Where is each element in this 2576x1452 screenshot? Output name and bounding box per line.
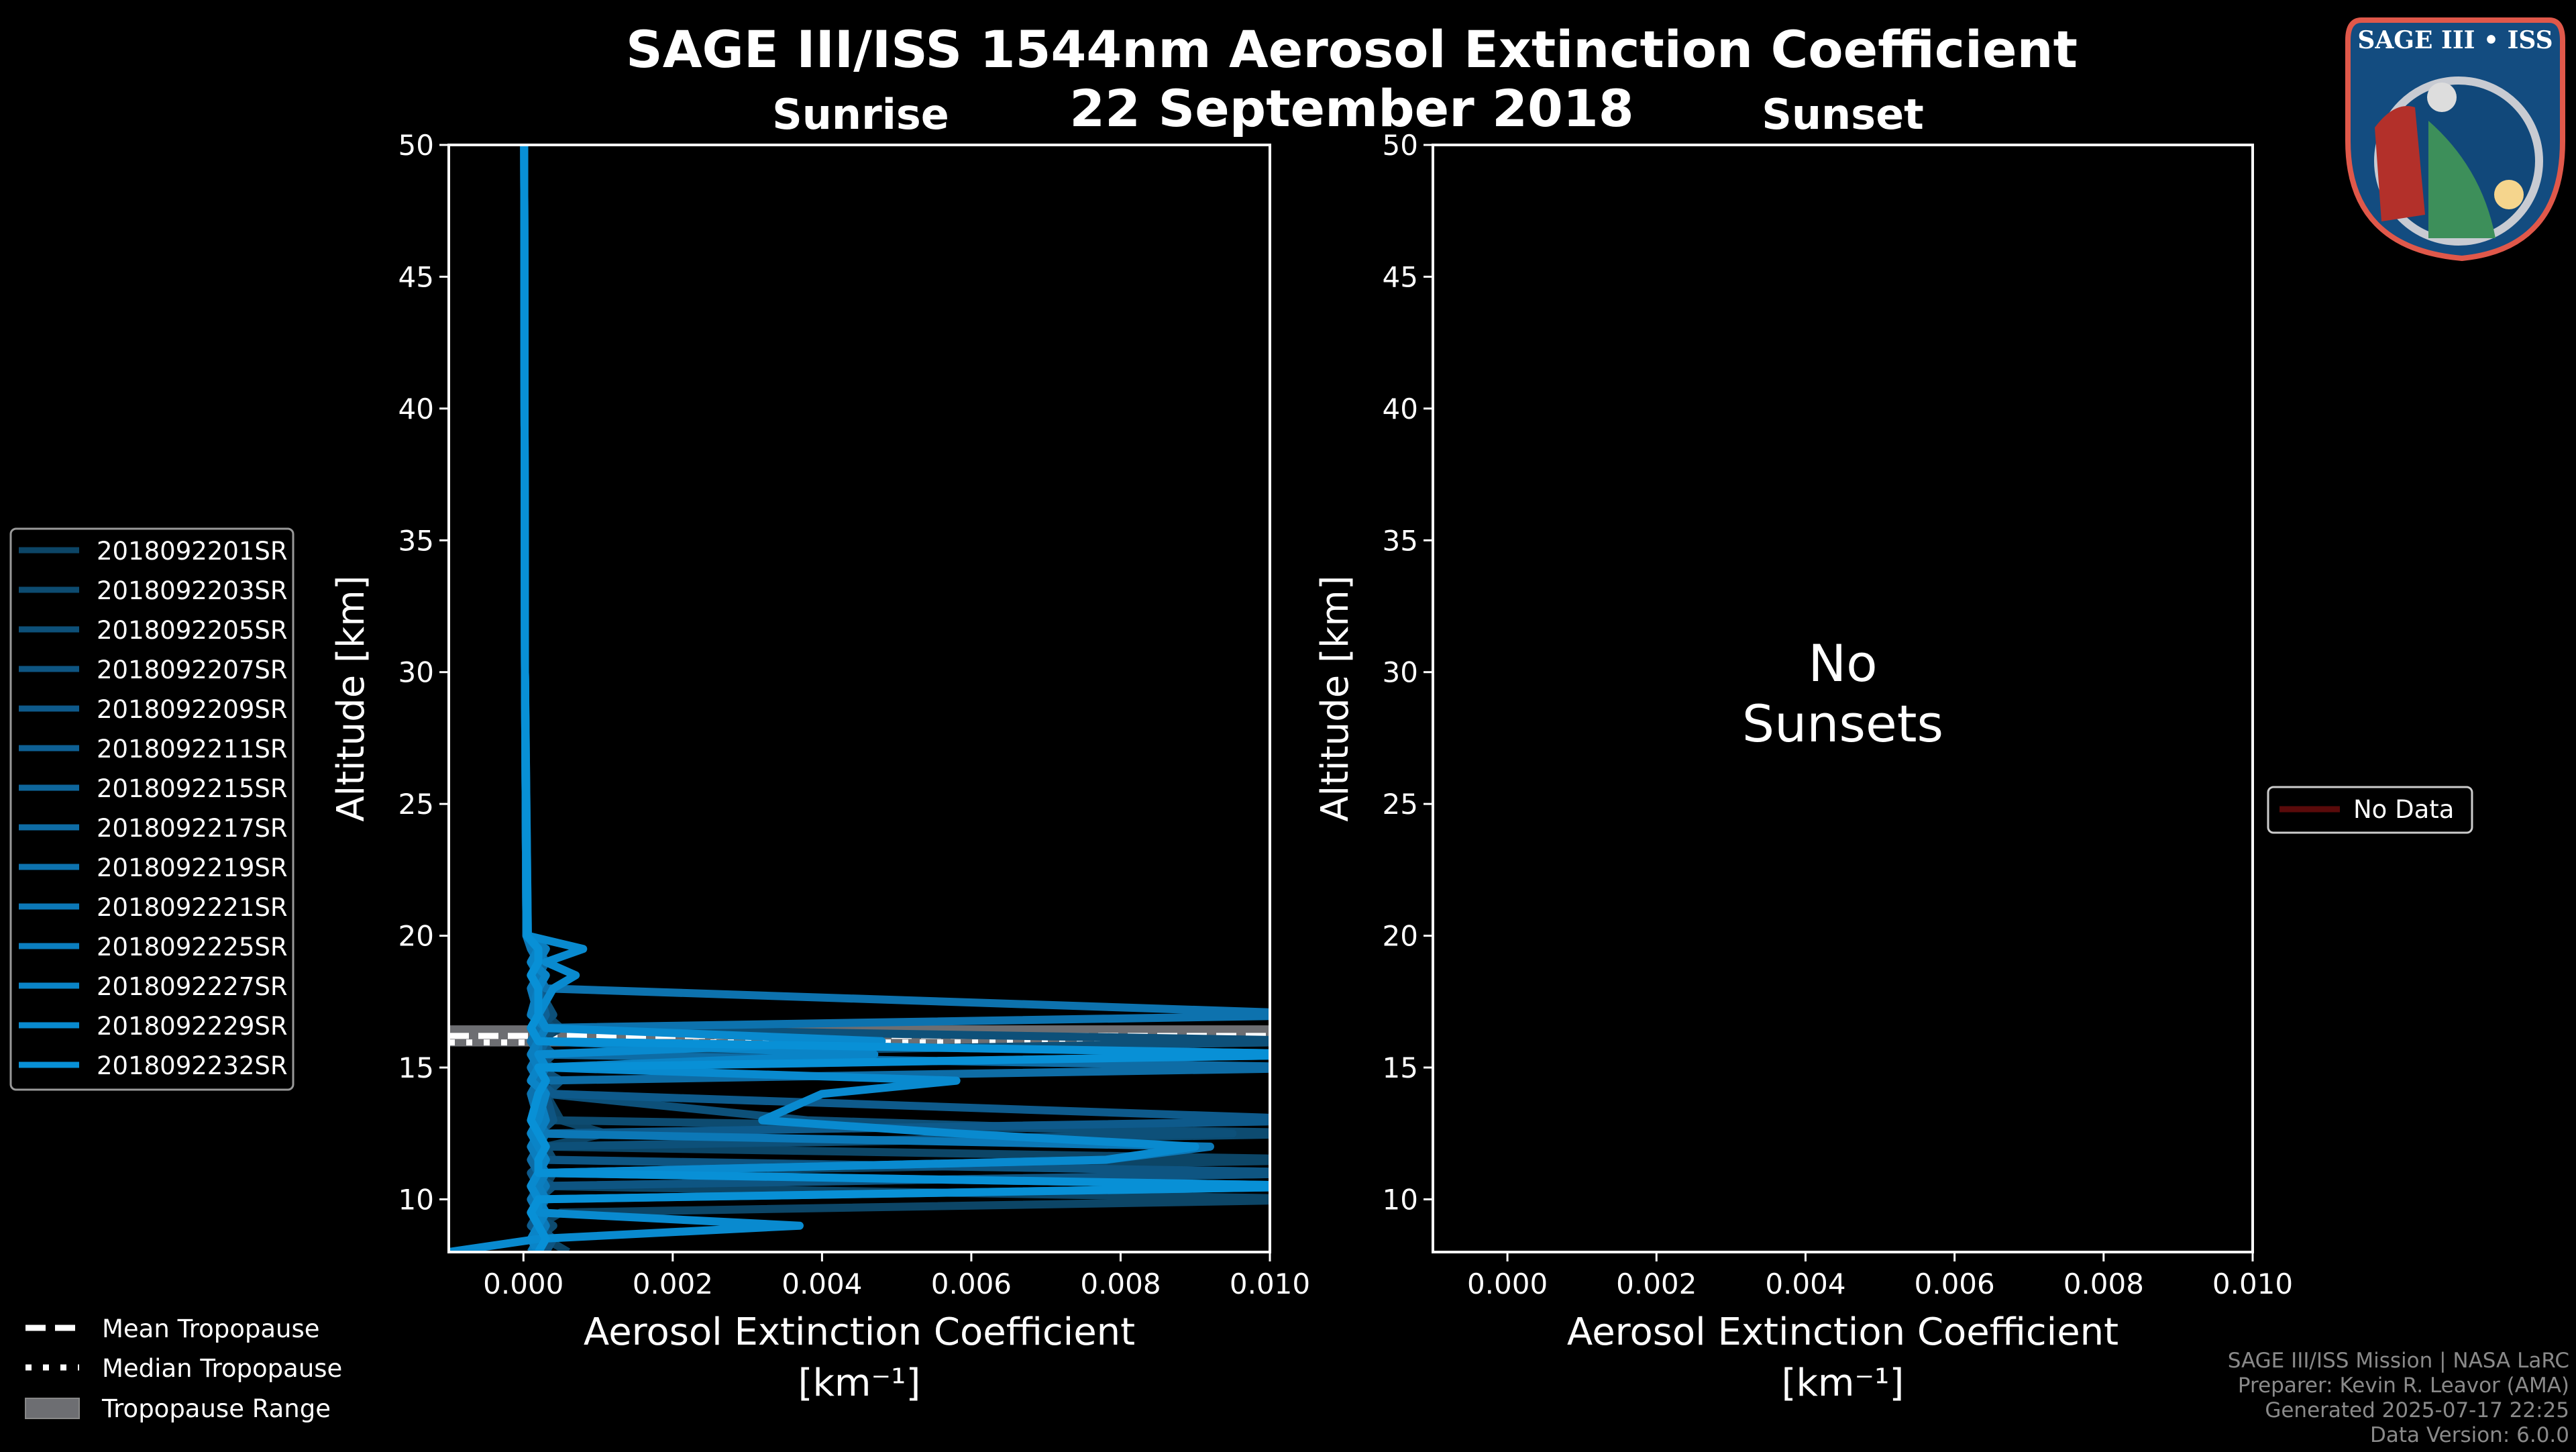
legend-label: 2018092203SR <box>97 576 288 605</box>
no-sunsets-message-line2: Sunsets <box>1742 694 1943 754</box>
tropopause-range-label: Tropopause Range <box>101 1394 331 1423</box>
x-tick-label: 0.006 <box>1915 1267 1995 1300</box>
sunrise-panel-title: Sunrise <box>772 90 949 139</box>
legend-frame <box>9 527 294 1091</box>
credits-preparer: Preparer: Kevin R. Leavor (AMA) <box>2238 1373 2569 1398</box>
plot-frame <box>1432 144 2254 1253</box>
x-axis-unit: [km⁻¹] <box>798 1361 921 1405</box>
median-tropopause-label: Median Tropopause <box>102 1354 342 1383</box>
legend-label: 2018092232SR <box>97 1051 288 1080</box>
y-tick-label: 40 <box>398 393 434 425</box>
legend-label: 2018092225SR <box>97 933 288 962</box>
legend-label: 2018092217SR <box>97 814 288 843</box>
figure-title: SAGE III/ISS 1544nm Aerosol Extinction C… <box>626 19 2078 79</box>
x-tick-label: 0.008 <box>1080 1267 1161 1300</box>
y-tick-label: 35 <box>398 524 434 557</box>
y-tick-label: 50 <box>398 129 434 162</box>
y-tick-label: 10 <box>398 1183 434 1216</box>
logo-sun <box>2494 180 2524 209</box>
x-tick-label: 0.004 <box>1765 1267 1845 1300</box>
credits: SAGE III/ISS Mission | NASA LaRC Prepare… <box>2228 1349 2569 1447</box>
no-data-label: No Data <box>2353 795 2454 824</box>
legend-label: 2018092219SR <box>97 853 288 882</box>
x-axis-unit: [km⁻¹] <box>1782 1361 1904 1405</box>
credits-mission: SAGE III/ISS Mission | NASA LaRC <box>2228 1349 2569 1373</box>
logo-moon <box>2427 83 2457 112</box>
figure-date: 22 September 2018 <box>1069 79 1633 138</box>
legend-label: 2018092207SR <box>97 656 288 684</box>
x-tick-label: 0.000 <box>1467 1267 1548 1300</box>
sunset-panel-title: Sunset <box>1762 90 1924 139</box>
x-axis-label: Aerosol Extinction Coefficient <box>1567 1310 2118 1354</box>
plot-frame <box>447 144 1271 1253</box>
credits-generated: Generated 2025-07-17 22:25 <box>2265 1398 2569 1422</box>
legend-label: 2018092229SR <box>97 1012 288 1041</box>
no-data-legend: No Data <box>2267 786 2473 834</box>
y-tick-label: 15 <box>398 1051 434 1084</box>
y-tick-label: 25 <box>398 788 434 821</box>
y-tick-label: 20 <box>398 920 434 953</box>
y-tick-label: 30 <box>398 656 434 689</box>
x-tick-label: 0.000 <box>483 1267 564 1300</box>
x-tick-label: 0.002 <box>633 1267 713 1300</box>
legend-frame <box>2267 786 2473 834</box>
logo-earth <box>2428 121 2496 238</box>
plot-area <box>449 145 1270 1252</box>
legend-label: 2018092205SR <box>97 616 288 645</box>
no-sunsets-message: No <box>1808 633 1877 693</box>
mean-tropopause-label: Mean Tropopause <box>102 1314 320 1343</box>
legend-label: 2018092211SR <box>97 735 288 764</box>
profile-line-2018092227SR <box>520 145 879 1252</box>
legend-label: 2018092201SR <box>97 537 288 566</box>
y-tick-label: 20 <box>1383 920 1418 953</box>
x-tick-label: 0.006 <box>931 1267 1012 1300</box>
sage-iii-iss-logo: SAGE III • ISS <box>2345 17 2565 262</box>
tropopause-range-swatch <box>25 1398 80 1419</box>
y-tick-label: 45 <box>398 260 434 293</box>
credits-data-version: Data Version: 6.0.0 <box>2370 1423 2569 1447</box>
legend-label: 2018092221SR <box>97 893 288 922</box>
series-legend: 2018092201SR 2018092203SR 2018092205SR 2018… <box>9 527 294 1091</box>
x-tick-label: 0.002 <box>1616 1267 1697 1300</box>
y-tick-label: 35 <box>1383 524 1418 557</box>
profile-line-2018092232SR <box>520 145 1270 1252</box>
y-tick-label: 45 <box>1383 260 1418 293</box>
y-tick-label: 15 <box>1383 1051 1418 1084</box>
x-tick-label: 0.008 <box>2063 1267 2144 1300</box>
x-axis-label: Aerosol Extinction Coefficient <box>584 1310 1135 1354</box>
y-axis-label: Altitude [km] <box>1313 575 1357 821</box>
logo-wizard <box>2375 106 2425 221</box>
sunset-plot: 0.000 0.002 0.004 0.006 0.008 0.010 10 15 20 25 30… <box>1313 129 2293 1405</box>
y-tick-label: 30 <box>1383 656 1418 689</box>
legend-label: 2018092209SR <box>97 695 288 724</box>
legend-label: 2018092215SR <box>97 774 288 803</box>
y-tick-label: 50 <box>1383 129 1418 162</box>
x-tick-label: 0.010 <box>1230 1267 1310 1300</box>
y-tick-label: 10 <box>1383 1183 1418 1216</box>
x-tick-label: 0.004 <box>782 1267 862 1300</box>
legend-label: 2018092227SR <box>97 972 288 1001</box>
tropopause-legend: Mean Tropopause Median Tropopause Tropop… <box>25 1314 342 1423</box>
logo-title: SAGE III • ISS <box>2357 26 2553 54</box>
y-tick-label: 40 <box>1383 393 1418 425</box>
y-axis-label: Altitude [km] <box>329 575 373 821</box>
x-tick-label: 0.010 <box>2212 1267 2293 1300</box>
sunrise-plot: 0.000 0.002 0.004 0.006 0.008 0.010 10 15 20 25 30… <box>329 129 1310 1405</box>
y-tick-label: 25 <box>1383 788 1418 821</box>
